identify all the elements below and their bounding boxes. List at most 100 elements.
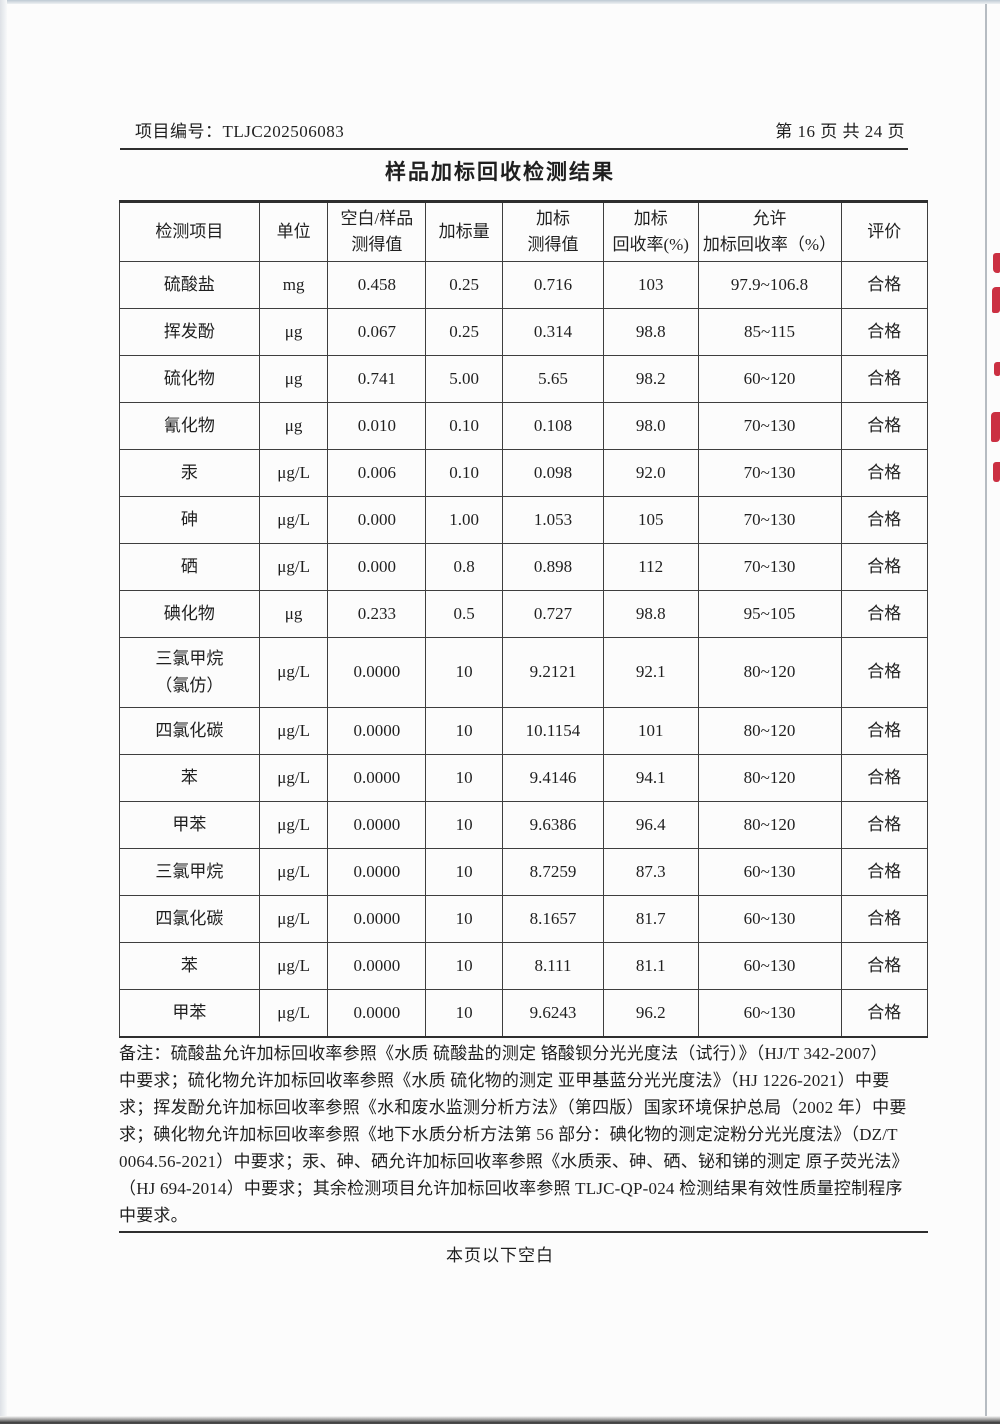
table-cell: μg/L [258, 848, 329, 896]
table-cell: 60~120 [697, 355, 842, 403]
table-cell: 98.2 [602, 355, 699, 403]
column-header: 评价 [840, 201, 929, 262]
table-cell: 0.898 [501, 543, 604, 591]
table-cell: 70~130 [697, 402, 842, 450]
red-stamp-fragment [993, 462, 1000, 482]
scan-edge-bottom [0, 1416, 1000, 1424]
scan-edge-right [985, 4, 987, 1416]
note-line: 中要求；硫化物允许加标回收率参照《水质 硫化物的测定 亚甲基蓝分光光度法》（HJ… [119, 1071, 890, 1090]
table-row: 硒 μg/L 0.000 0.8 0.898 112 70~130 合格 [119, 543, 929, 591]
table-cell: 0.0000 [327, 942, 427, 990]
table-cell: μg/L [258, 989, 329, 1038]
table-cell: 10 [425, 707, 503, 755]
notes-block: 备注：硫酸盐允许加标回收率参照《水质 硫酸盐的测定 铬酸钡分光光度法（试行）》（… [119, 1035, 928, 1229]
red-stamp-fragment [994, 362, 1000, 376]
table-cell: 合格 [840, 402, 929, 450]
table-cell: 合格 [840, 895, 929, 943]
table-cell: 0.0000 [327, 848, 427, 896]
table-cell: μg [258, 590, 329, 638]
table-cell: 合格 [840, 449, 929, 497]
column-header: 加标量 [425, 201, 503, 262]
table-cell: 81.7 [602, 895, 699, 943]
table-cell: 硫酸盐 [119, 261, 260, 309]
table-cell: 甲苯 [119, 801, 260, 849]
table-cell: 112 [602, 543, 699, 591]
table-cell: 合格 [840, 308, 929, 356]
table-cell: 10 [425, 895, 503, 943]
table-cell: 合格 [840, 754, 929, 802]
table-cell: 0.716 [501, 261, 604, 309]
table-cell: 0.5 [425, 590, 503, 638]
red-stamp-fragment [991, 412, 1000, 442]
table-cell: 甲苯 [119, 989, 260, 1038]
table-cell: 汞 [119, 449, 260, 497]
table-cell: 0.727 [501, 590, 604, 638]
table-cell: 10 [425, 848, 503, 896]
table-cell: 0.314 [501, 308, 604, 356]
table-cell: μg [258, 355, 329, 403]
table-cell: 合格 [840, 355, 929, 403]
table-cell: 96.4 [602, 801, 699, 849]
table-cell: 0.010 [327, 402, 427, 450]
project-number: 项目编号：TLJC202506083 [135, 122, 345, 141]
table-cell: 9.6386 [501, 801, 604, 849]
table-cell: μg [258, 402, 329, 450]
column-header: 检测项目 [119, 201, 260, 262]
table-cell: 合格 [840, 261, 929, 309]
table-row: 砷 μg/L 0.000 1.00 1.053 105 70~130 合格 [119, 496, 929, 544]
red-stamp-fragment [992, 287, 1000, 313]
table-cell: 0.741 [327, 355, 427, 403]
table-cell: 70~130 [697, 496, 842, 544]
table-cell: 合格 [840, 848, 929, 896]
table-cell: mg [258, 261, 329, 309]
table-cell: 三氯甲烷 [119, 848, 260, 896]
table-row: 挥发酚 μg 0.067 0.25 0.314 98.8 85~115 合格 [119, 308, 929, 356]
page-title: 样品加标回收检测结果 [385, 160, 615, 184]
notes-bottom-rule [119, 1231, 928, 1233]
table-cell: 0.10 [425, 449, 503, 497]
table-cell: 70~130 [697, 449, 842, 497]
table-cell: 0.067 [327, 308, 427, 356]
table-cell: 0.098 [501, 449, 604, 497]
table-cell: μg [258, 308, 329, 356]
table-cell: 96.2 [602, 989, 699, 1038]
table-cell: 92.1 [602, 637, 699, 708]
table-row: 硫化物 μg 0.741 5.00 5.65 98.2 60~120 合格 [119, 355, 929, 403]
table-row: 四氯化碳 μg/L 0.0000 10 8.1657 81.7 60~130 合格 [119, 895, 929, 943]
table-row: 碘化物 μg 0.233 0.5 0.727 98.8 95~105 合格 [119, 590, 929, 638]
header-rule [120, 148, 908, 150]
table-cell: 0.000 [327, 543, 427, 591]
table-cell: μg/L [258, 449, 329, 497]
table-cell: 0.108 [501, 402, 604, 450]
table-cell: 氰化物 [119, 402, 260, 450]
table-cell: 8.1657 [501, 895, 604, 943]
table-cell: 81.1 [602, 942, 699, 990]
table-cell: 94.1 [602, 754, 699, 802]
table-cell: 105 [602, 496, 699, 544]
table-row: 汞 μg/L 0.006 0.10 0.098 92.0 70~130 合格 [119, 449, 929, 497]
table-cell: 0.0000 [327, 707, 427, 755]
table-cell: 0.0000 [327, 801, 427, 849]
note-line: 求；挥发酚允许加标回收率参照《水和废水监测分析方法》（第四版）国家环境保护总局（… [119, 1098, 907, 1117]
table-cell: 98.8 [602, 590, 699, 638]
note-line: 备注：硫酸盐允许加标回收率参照《水质 硫酸盐的测定 铬酸钡分光光度法（试行）》（… [119, 1044, 888, 1063]
table-cell: 5.00 [425, 355, 503, 403]
table-cell: μg/L [258, 942, 329, 990]
table-cell: 98.0 [602, 402, 699, 450]
column-header: 单位 [258, 201, 329, 262]
table-cell: 10 [425, 942, 503, 990]
table-cell: μg/L [258, 801, 329, 849]
table-cell: 硫化物 [119, 355, 260, 403]
table-cell: 101 [602, 707, 699, 755]
table-cell: 合格 [840, 942, 929, 990]
table-cell: 70~130 [697, 543, 842, 591]
table-cell: 85~115 [697, 308, 842, 356]
table-cell: 10 [425, 989, 503, 1038]
table-cell: 0.8 [425, 543, 503, 591]
table-cell: 合格 [840, 801, 929, 849]
table-cell: 80~120 [697, 707, 842, 755]
column-header: 加标 测得值 [501, 201, 604, 262]
table-row: 苯 μg/L 0.0000 10 9.4146 94.1 80~120 合格 [119, 754, 929, 802]
table-cell: 挥发酚 [119, 308, 260, 356]
